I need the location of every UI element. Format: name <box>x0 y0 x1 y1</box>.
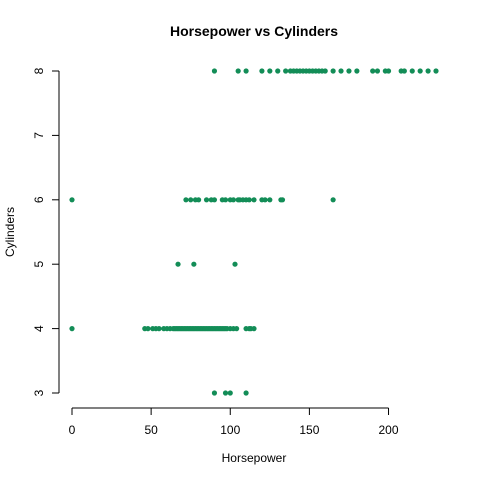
data-point <box>188 197 194 203</box>
data-point <box>354 68 360 74</box>
data-point <box>374 68 381 74</box>
data-point <box>330 197 336 203</box>
data-point <box>191 261 197 267</box>
data-point <box>267 68 273 74</box>
data-point <box>222 390 229 396</box>
y-tick-label: 6 <box>32 196 46 203</box>
data-point <box>156 326 162 332</box>
y-tick-label: 7 <box>32 132 46 139</box>
y-axis-label: Cylinders <box>3 207 17 257</box>
data-point <box>251 326 257 332</box>
data-point <box>279 197 286 203</box>
axes-layer: 0 50 100 150 200 3 4 5 6 7 8 <box>32 67 399 437</box>
data-point <box>69 326 75 332</box>
data-point <box>433 68 439 74</box>
x-tick-label: 50 <box>144 423 158 437</box>
data-point <box>203 197 210 203</box>
data-point <box>145 326 151 332</box>
x-tick-label: 0 <box>69 423 76 437</box>
data-point <box>425 68 431 74</box>
data-point <box>211 390 218 396</box>
x-tick-label: 100 <box>220 423 240 437</box>
data-point <box>370 68 376 74</box>
data-point <box>196 197 202 203</box>
data-point <box>232 261 238 267</box>
data-point <box>227 390 233 396</box>
data-point <box>246 197 252 203</box>
x-axis-label: Horsepower <box>222 451 287 465</box>
y-tick-label: 3 <box>32 389 46 396</box>
data-point <box>243 68 249 74</box>
y-tick-label: 4 <box>32 325 46 332</box>
data-point <box>417 68 423 74</box>
data-point <box>385 68 392 74</box>
data-point <box>338 68 344 74</box>
data-point <box>235 68 241 74</box>
data-point <box>330 68 336 74</box>
data-point <box>175 261 181 267</box>
data-point <box>267 197 273 203</box>
data-point <box>211 197 218 203</box>
x-tick-label: 200 <box>379 423 399 437</box>
points-layer <box>69 68 439 396</box>
data-point <box>346 68 352 74</box>
y-tick-label: 8 <box>32 67 46 74</box>
data-point <box>262 197 268 203</box>
data-point <box>275 68 281 74</box>
y-tick-label: 5 <box>32 261 46 268</box>
data-point <box>409 68 415 74</box>
chart-title: Horsepower vs Cylinders <box>170 23 338 39</box>
data-point <box>230 197 237 203</box>
data-point <box>233 326 240 332</box>
data-point <box>222 197 229 203</box>
data-point <box>183 197 189 203</box>
data-point <box>322 68 328 74</box>
x-tick-label: 150 <box>299 423 319 437</box>
data-point <box>259 68 265 74</box>
data-point <box>251 197 257 203</box>
data-point <box>243 390 249 396</box>
data-point <box>401 68 407 74</box>
data-point <box>211 68 218 74</box>
data-point <box>69 197 75 203</box>
data-point <box>283 68 289 74</box>
